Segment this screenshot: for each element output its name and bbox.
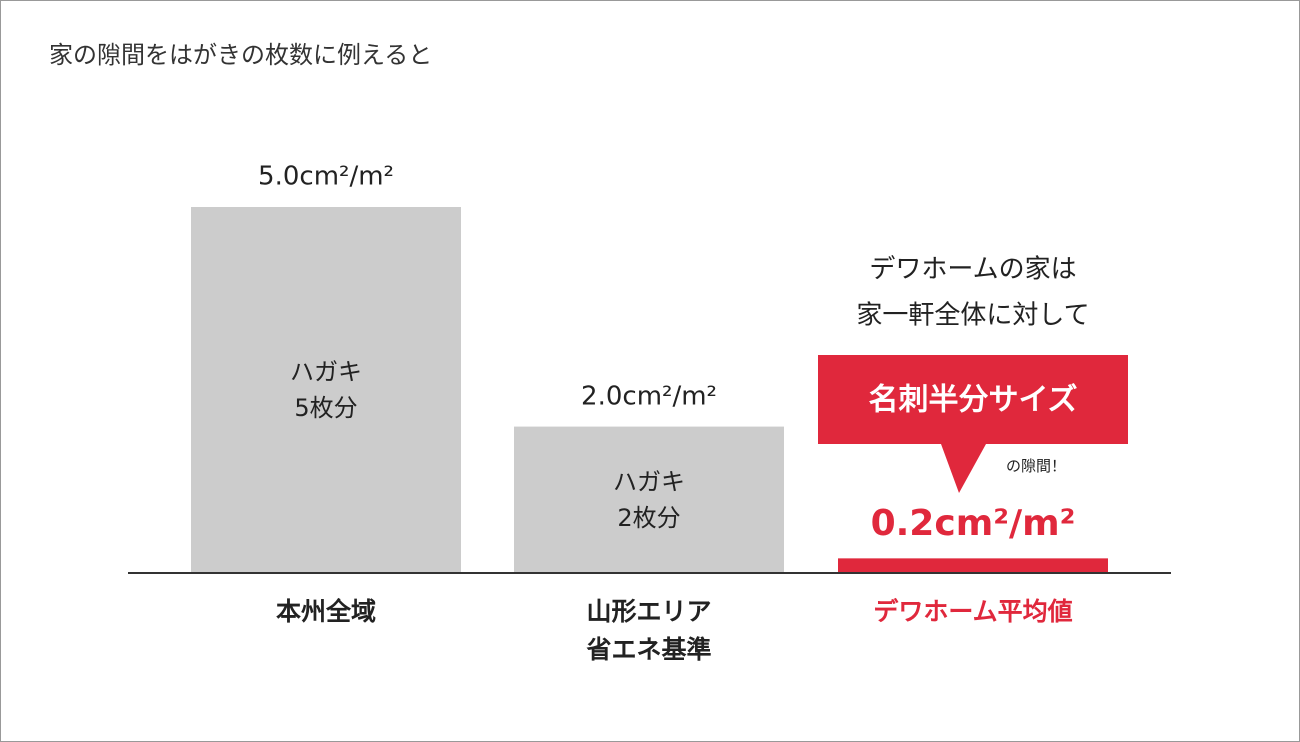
- chart-title: 家の隙間をはがきの枚数に例えると: [49, 41, 433, 69]
- bar: [838, 558, 1108, 573]
- x-tick-label: 本州全域: [275, 597, 377, 626]
- value-label: 0.2cm²/m²: [870, 503, 1076, 545]
- callout-heading: デワホームの家は 家一軒全体に対して: [856, 254, 1090, 331]
- callout-note: の隙間！: [1005, 456, 1067, 475]
- value-label: 2.0cm²/m²: [581, 381, 717, 412]
- value-label: 5.0cm²/m²: [258, 161, 394, 192]
- bar: [191, 207, 461, 573]
- bar-label: ハガキ 2枚分: [613, 467, 685, 532]
- bar-label: ハガキ 5枚分: [290, 358, 362, 422]
- x-tick-label: デワホーム平均値: [873, 597, 1073, 626]
- callout-text: 名刺半分サイズ: [868, 382, 1078, 418]
- callout-box: [818, 355, 1128, 493]
- x-tick-label: 山形エリア 省エネ基準: [586, 597, 712, 664]
- bar: [514, 426, 784, 573]
